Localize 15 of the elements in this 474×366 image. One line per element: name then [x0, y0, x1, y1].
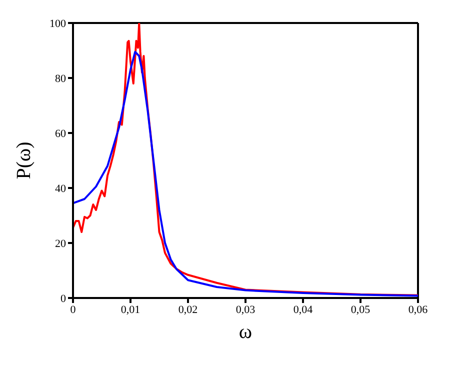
x-tick-label: 0,01 [120, 304, 140, 316]
y-tick-label: 20 [55, 238, 66, 250]
x-tick-label: 0,06 [408, 304, 428, 316]
y-tick-label: 60 [55, 128, 66, 140]
x-tick-label: 0 [70, 304, 76, 316]
y-tick-label: 0 [60, 292, 66, 305]
y-axis-title: P(ω) [13, 142, 36, 180]
x-tick-label: 0,04 [293, 304, 314, 316]
x-tick-label: 0,02 [178, 304, 198, 316]
y-tick-label: 80 [55, 72, 66, 85]
x-axis-title: ω [238, 321, 252, 343]
x-tick-label: 0,03 [236, 304, 256, 316]
y-tick-label: 40 [55, 182, 66, 195]
y-tick-label: 100 [50, 18, 66, 30]
x-tick-label: 0,05 [350, 304, 371, 316]
